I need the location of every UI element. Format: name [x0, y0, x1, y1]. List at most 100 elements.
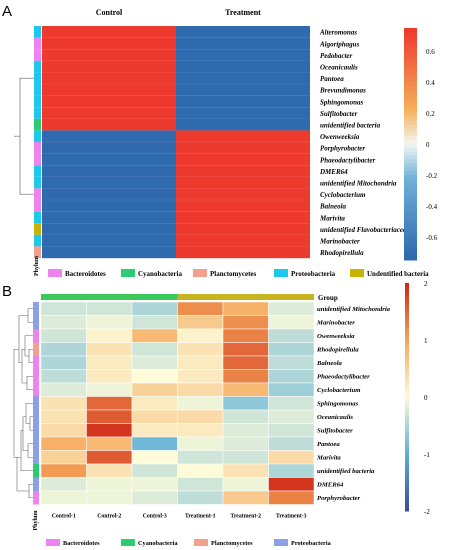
phylum-cell	[33, 396, 39, 410]
group-bar-cell	[86, 294, 132, 300]
heat-cell	[177, 450, 224, 465]
heat-cell	[177, 463, 224, 478]
heat-cell	[40, 477, 87, 492]
heat-cell	[42, 165, 176, 177]
colorbar-tick-label: 0	[426, 141, 430, 149]
colorbar-segment	[404, 120, 417, 126]
colorbar-tick-label: 0.2	[426, 110, 435, 118]
heat-cell	[176, 165, 310, 177]
row-label-rhodopirellula: Rhodopirellula	[319, 249, 364, 257]
heat-cell	[177, 436, 224, 451]
row-label-pantoea: Pantoea	[320, 75, 344, 83]
phylum-cell	[33, 329, 39, 343]
heat-cell	[42, 60, 176, 73]
column-label-treatment: Treatment	[225, 8, 261, 17]
colorbar-segment	[405, 359, 409, 364]
row-label-unidentified-bacteria: unidentified bacteria	[320, 122, 381, 130]
row-label-dmer64: DMER64	[316, 481, 344, 488]
heat-cell	[222, 409, 269, 424]
heat-cell	[176, 223, 310, 235]
heat-cell	[222, 463, 269, 478]
colorbar-segment	[404, 240, 417, 246]
colorbar-segment	[404, 31, 417, 37]
heat-cell	[42, 72, 176, 85]
colorbar-segment	[404, 151, 417, 157]
heat-cell	[86, 382, 133, 397]
heat-cell	[42, 84, 176, 96]
colorbar-segment	[405, 438, 409, 444]
legend-swatch-bacteroidotes	[48, 269, 62, 277]
colorbar-segment	[404, 159, 417, 164]
phylum-cell	[34, 200, 41, 212]
heat-cell	[177, 301, 224, 316]
heat-cell	[176, 118, 310, 131]
colorbar-segment	[404, 182, 417, 188]
colorbar-segment	[405, 290, 409, 295]
row-dendrogram	[13, 308, 33, 499]
heat-cell	[42, 118, 176, 131]
phylum-cell	[33, 356, 39, 370]
colorbar-segment	[405, 362, 409, 368]
heat-cell	[131, 409, 178, 424]
heat-cell	[86, 490, 133, 505]
colorbar-tick-label: -2	[424, 508, 430, 516]
heat-cell	[42, 130, 176, 143]
phylum-cell	[33, 491, 39, 505]
heat-cell	[131, 423, 178, 438]
row-label-unidentified-bacteria: unidentified bacteria	[317, 468, 375, 475]
colorbar-tick-label: -0.4	[426, 203, 438, 211]
heat-cell	[268, 355, 315, 370]
colorbar-segment	[405, 389, 409, 394]
colorbar-segment	[405, 283, 409, 288]
colorbar-segment	[405, 484, 409, 489]
heat-cell	[131, 477, 178, 492]
heat-cell	[40, 315, 87, 330]
colorbar-segment	[405, 419, 409, 425]
colorbar-segment	[404, 39, 417, 44]
column-label-control-1: Control-1	[52, 514, 76, 520]
heat-cell	[268, 315, 315, 330]
colorbar-segment	[404, 186, 417, 191]
colorbar-segment	[404, 51, 417, 56]
heat-cell	[131, 382, 178, 397]
colorbar-tick-label: 0.6	[426, 48, 435, 56]
phylum-axis-label: Phylum	[33, 510, 39, 530]
heat-cell	[268, 342, 315, 357]
heat-cell	[86, 409, 133, 424]
heat-cell	[42, 37, 176, 50]
phylum-cell	[33, 477, 39, 491]
heat-cell	[222, 342, 269, 357]
colorbar-segment	[405, 442, 409, 447]
colorbar-segment	[405, 317, 409, 322]
colorbar-segment	[404, 136, 417, 141]
colorbar-segment	[404, 229, 417, 234]
colorbar-segment	[404, 213, 417, 218]
panel-a: Control Treatment Alteromonas Algoriphagus P…	[14, 8, 438, 278]
colorbar-segment	[404, 248, 417, 253]
heat-cell	[40, 355, 87, 370]
colorbar-segment	[404, 232, 417, 238]
colorbar-segment	[405, 495, 409, 501]
colorbar-segment	[405, 378, 409, 383]
phylum-cell	[34, 37, 41, 50]
colorbar-segment	[405, 476, 409, 482]
phylum-cell	[33, 423, 39, 437]
colorbar-segment	[405, 412, 409, 417]
phylum-cell	[33, 342, 39, 356]
legend-label-proteobacteria: Proteobacteria	[291, 270, 336, 278]
legend-label-cyanobacteria: Cyanobacteria	[138, 540, 178, 547]
colorbar-segment	[405, 469, 409, 474]
heat-cell	[42, 95, 176, 108]
colorbar-segment	[405, 343, 409, 349]
colorbar-segment	[404, 86, 417, 91]
heat-cell	[268, 477, 315, 492]
phylum-cell	[34, 246, 41, 258]
column-label-control: Control	[96, 8, 123, 17]
phylum-axis-label: Phylum	[34, 256, 40, 276]
column-label-control-3: Control-3	[143, 514, 167, 520]
colorbar-segment	[405, 305, 409, 311]
heat-cell	[176, 130, 310, 143]
heat-cell	[86, 355, 133, 370]
row-label-unidentified-flavobacteriaceae: unidentified Flavobacteriaceae	[320, 226, 410, 234]
